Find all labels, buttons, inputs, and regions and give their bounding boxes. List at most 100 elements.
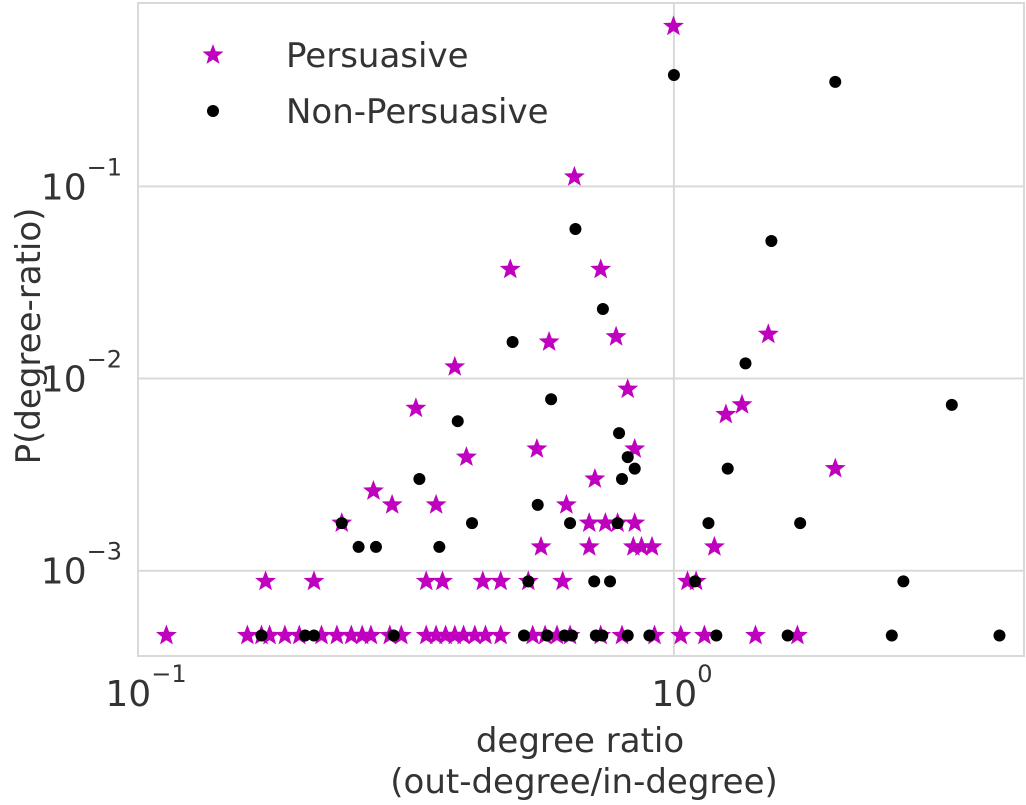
- persuasive-point: [538, 331, 560, 351]
- non-persuasive-point: [993, 629, 1006, 642]
- persuasive-point: [594, 512, 616, 532]
- non-persuasive-point: [781, 629, 794, 642]
- non-persuasive-point: [702, 517, 715, 530]
- non-persuasive-point: [413, 473, 426, 486]
- legend-label: Non-Persuasive: [286, 92, 549, 132]
- persuasive-point: [472, 570, 494, 591]
- tick-labels: 10−1 100 10−3 10−2 10−1: [41, 153, 713, 715]
- non-persuasive-point: [765, 234, 778, 247]
- legend-item: Non-Persuasive: [207, 92, 549, 132]
- persuasive-point: [425, 493, 447, 514]
- persuasive-point: [259, 624, 280, 645]
- persuasive-point: [624, 512, 646, 532]
- persuasive-point: [340, 624, 362, 645]
- persuasive-point: [704, 535, 725, 556]
- non-persuasive-point: [307, 629, 320, 642]
- persuasive-point: [787, 624, 808, 645]
- persuasive-point: [303, 570, 325, 591]
- persuasive-point: [522, 624, 544, 645]
- non-persuasive-point: [615, 473, 628, 486]
- non-persuasive-point: [565, 629, 578, 642]
- persuasive-point: [663, 15, 684, 36]
- persuasive-point: [499, 258, 521, 279]
- persuasive-point: [311, 624, 332, 645]
- persuasive-point: [475, 624, 496, 645]
- persuasive-point: [490, 570, 512, 591]
- persuasive-point: [453, 624, 474, 645]
- non-persuasive-point: [721, 462, 734, 475]
- persuasive-point: [415, 570, 437, 591]
- x-tick-label: 100: [651, 660, 712, 715]
- non-persuasive-point: [541, 629, 554, 642]
- y-axis-label: P(degree-ratio): [9, 208, 49, 465]
- non-persuasive-point: [897, 575, 910, 588]
- non-persuasive-point: [710, 629, 723, 642]
- persuasive-point: [617, 378, 639, 399]
- persuasive-point: [584, 468, 606, 488]
- persuasive-point: [444, 355, 466, 376]
- non-persuasive-point: [945, 398, 958, 411]
- x-axis-label-line-2: (out-degree/in-degree): [390, 762, 778, 802]
- persuasive-point: [578, 512, 600, 532]
- non-persuasive-point: [628, 462, 641, 475]
- y-tick-label: 10−2: [41, 346, 122, 401]
- persuasive-point: [731, 393, 753, 414]
- persuasive-point: [432, 570, 453, 591]
- persuasive-point: [590, 258, 612, 279]
- x-axis-label-line-1: degree ratio: [476, 721, 684, 761]
- persuasive-point: [622, 535, 644, 556]
- persuasive-point: [156, 624, 177, 645]
- persuasive-point: [757, 323, 779, 344]
- non-persuasive-point: [604, 575, 617, 588]
- non-persuasive-point: [569, 223, 582, 236]
- non-persuasive-point: [299, 629, 312, 642]
- non-persuasive-point: [564, 517, 577, 530]
- persuasive-point: [555, 493, 577, 514]
- non-persuasive-point: [433, 540, 446, 553]
- persuasive-point: [605, 325, 627, 346]
- legend-star-marker: [202, 44, 224, 64]
- persuasive-point: [363, 480, 384, 500]
- non-persuasive-point: [588, 575, 601, 588]
- persuasive-point: [405, 397, 427, 418]
- persuasive-point: [360, 624, 382, 645]
- persuasive-point: [563, 165, 585, 186]
- plot-frame: [137, 2, 1025, 657]
- non-persuasive-point: [517, 629, 530, 642]
- non-persuasive-point: [829, 75, 842, 88]
- legend-item: Persuasive: [202, 36, 468, 76]
- non-persuasive-point: [352, 540, 365, 553]
- persuasive-point: [464, 624, 486, 645]
- persuasive-point: [415, 624, 437, 645]
- x-tick-label: 10−1: [105, 660, 186, 715]
- y-tick-label: 10−1: [41, 153, 122, 208]
- non-persuasive-point: [739, 357, 752, 370]
- persuasive-point: [624, 438, 646, 458]
- persuasive-point: [694, 624, 715, 645]
- non-persuasive-point: [613, 427, 626, 440]
- persuasive-point: [670, 624, 692, 645]
- persuasive-point: [526, 438, 548, 458]
- non-persuasive-point: [667, 68, 680, 81]
- legend: Persuasive Non-Persuasive: [202, 36, 549, 132]
- non-persuasive-point: [369, 540, 382, 553]
- persuasive-point: [490, 624, 512, 645]
- non-persuasive-point: [643, 629, 656, 642]
- non-persuasive-point: [545, 393, 558, 406]
- legend-circle-marker: [207, 105, 219, 117]
- non-persuasive-point: [596, 303, 609, 316]
- non-persuasive-point: [255, 629, 268, 642]
- persuasive-point: [390, 624, 412, 645]
- non-persuasive-point: [885, 629, 898, 642]
- non-persuasive-point: [689, 575, 702, 588]
- persuasive-point: [455, 446, 477, 466]
- persuasive-point: [578, 535, 600, 556]
- non-persuasive-point: [451, 415, 464, 428]
- persuasive-point: [641, 535, 663, 556]
- persuasive-point: [677, 570, 698, 591]
- persuasive-point: [745, 624, 766, 645]
- persuasive-point: [425, 624, 447, 645]
- persuasive-point: [236, 624, 258, 645]
- y-tick-label: 10−3: [41, 538, 122, 593]
